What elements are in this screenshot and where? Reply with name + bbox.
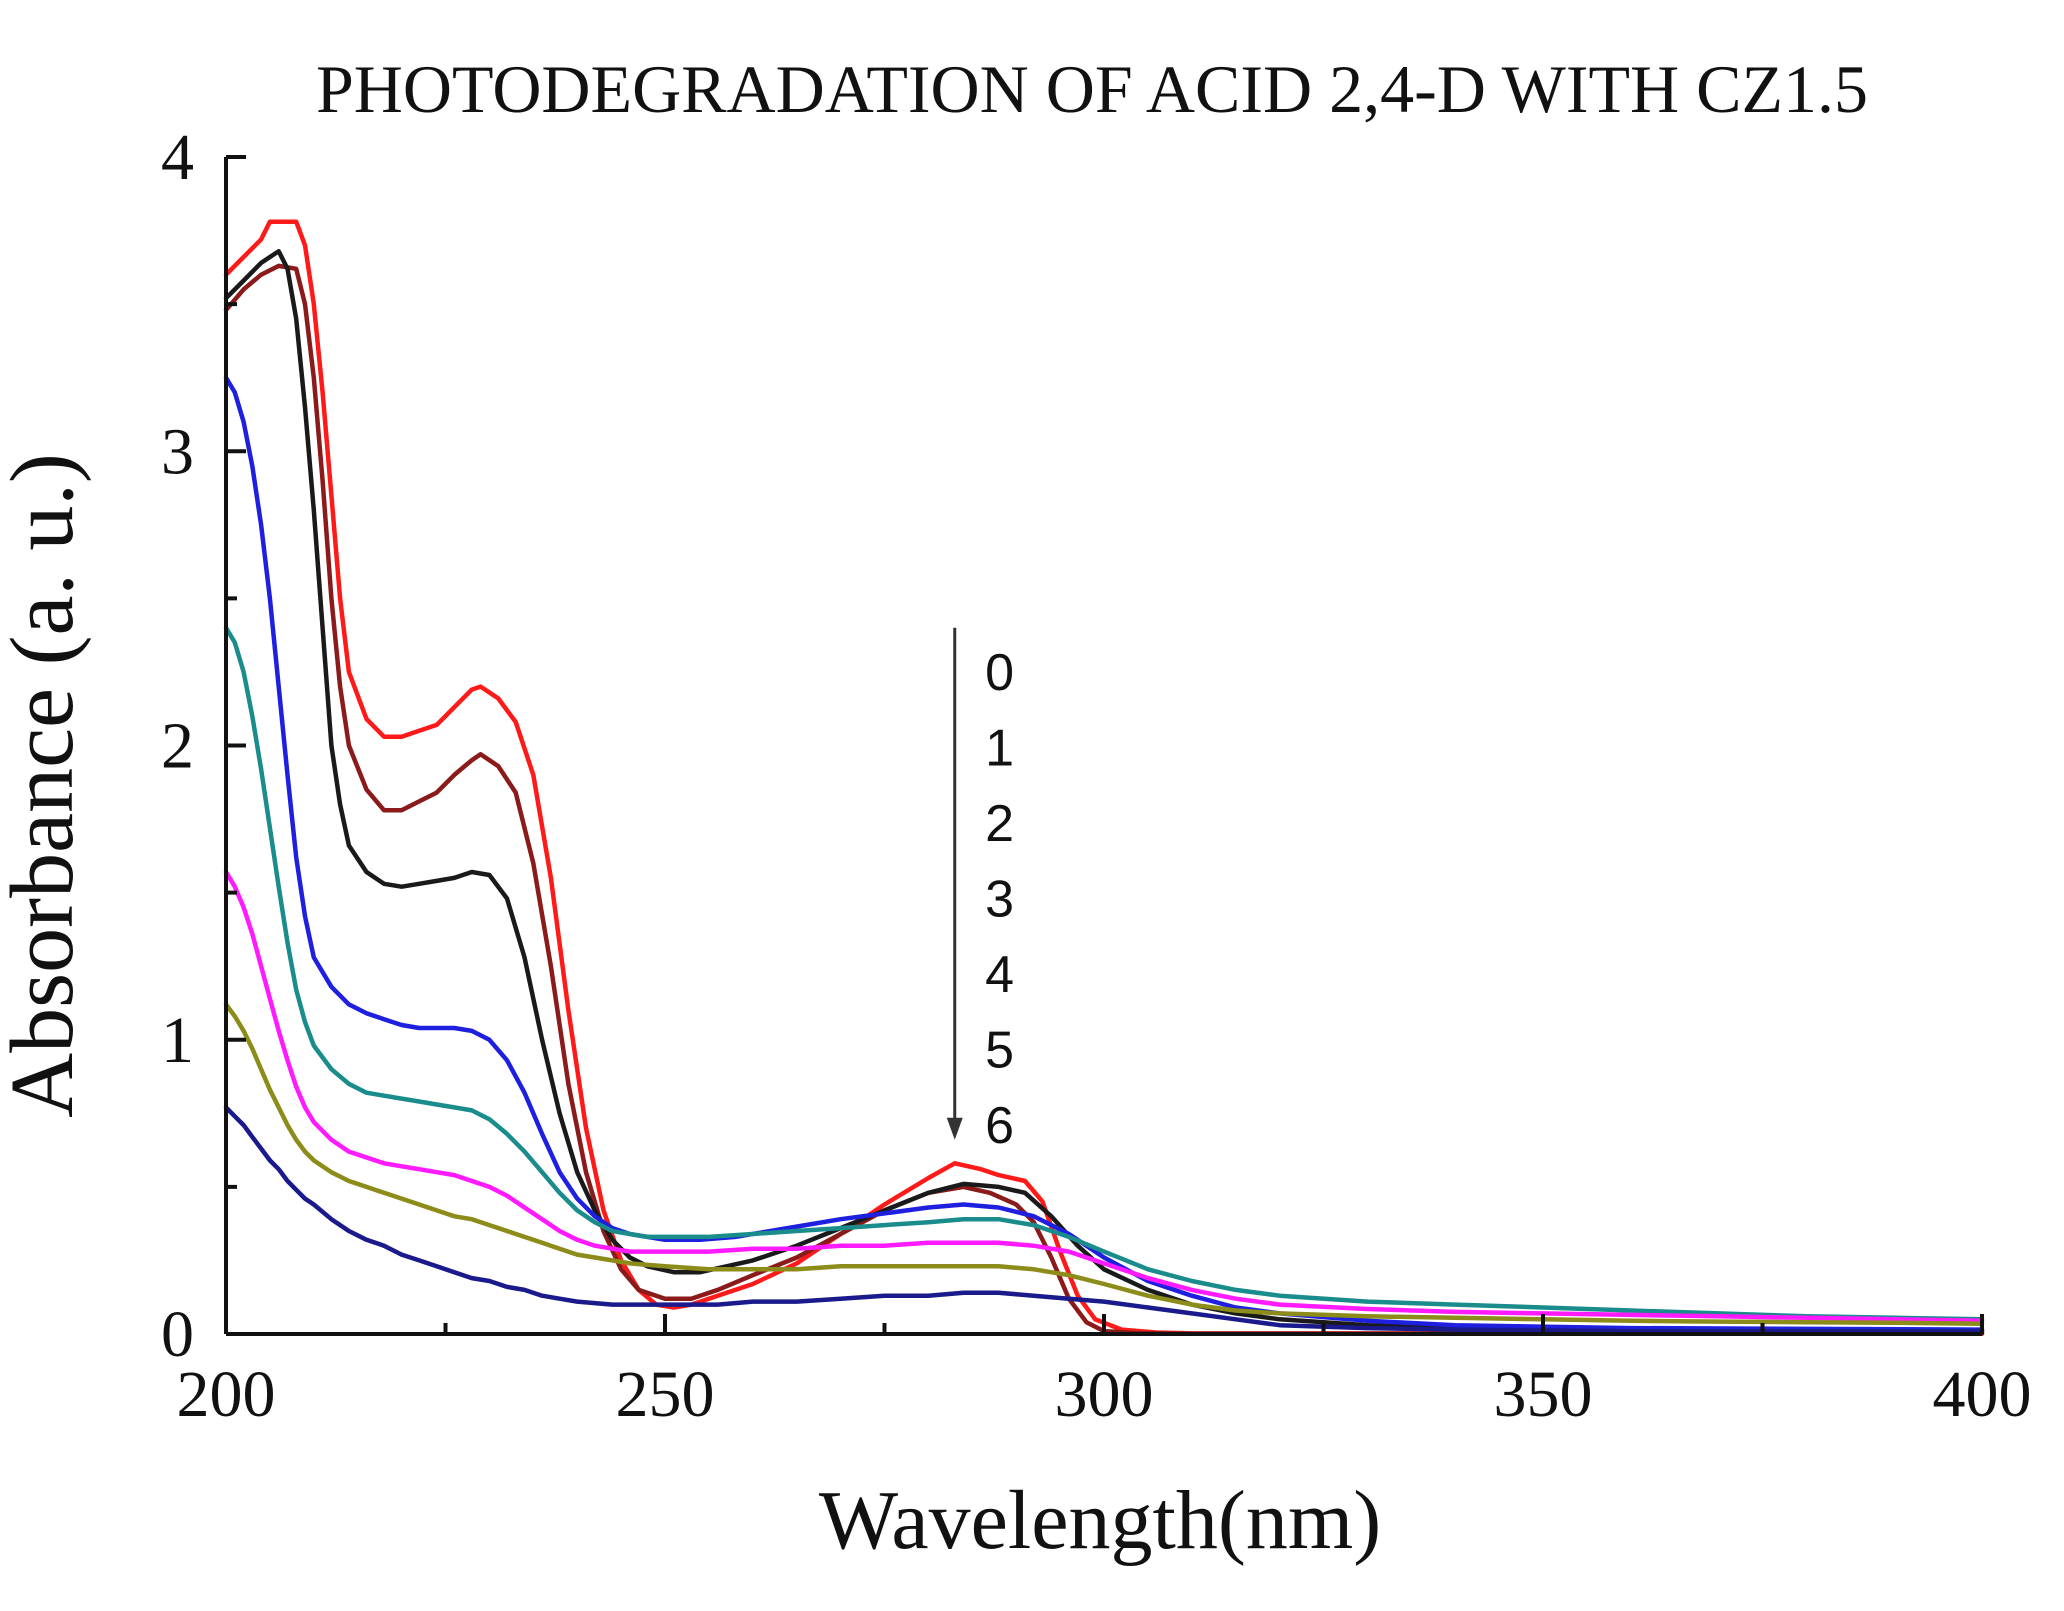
- series-line-4: [223, 625, 1985, 1322]
- annotation-label: 1: [985, 720, 1014, 778]
- chart-title: PHOTODEGRADATION OF ACID 2,4-D WITH CZ1.…: [316, 51, 1868, 127]
- annotation-label: 5: [985, 1022, 1014, 1080]
- axes: [224, 157, 1982, 1336]
- series-line-5: [223, 869, 1985, 1324]
- annotation-label: 6: [985, 1097, 1014, 1155]
- x-tick-label: 400: [1933, 1358, 2032, 1431]
- series-line-7: [223, 1105, 1985, 1334]
- x-tick-label: 350: [1494, 1358, 1593, 1431]
- series-line-1: [223, 263, 1985, 1336]
- y-axis-label: Absorbance (a. u.): [0, 453, 92, 1118]
- x-axis-label: Wavelength(nm): [819, 1474, 1381, 1567]
- series-group: [223, 219, 1985, 1336]
- series-line-0: [223, 219, 1985, 1336]
- y-tick-label: 1: [161, 1004, 194, 1077]
- series-line-3: [223, 375, 1985, 1332]
- annotation-label: 3: [985, 871, 1014, 929]
- time-annotation: 0 1 2 3 4 5 6: [946, 627, 1014, 1155]
- series-line-6: [223, 1002, 1985, 1326]
- y-tick-label: 0: [161, 1298, 194, 1371]
- series-line-2: [223, 248, 1985, 1334]
- annotation-label: 2: [985, 795, 1014, 853]
- y-tick-label: 3: [161, 415, 194, 488]
- x-tick-label: 300: [1055, 1358, 1154, 1431]
- x-tick-label: 250: [616, 1358, 715, 1431]
- x-tick-label: 200: [177, 1358, 276, 1431]
- y-tick-label: 4: [161, 121, 194, 194]
- arrow-head-icon: [946, 1117, 963, 1140]
- y-tick-label: 2: [161, 710, 194, 783]
- annotation-label: 4: [985, 946, 1014, 1004]
- annotation-label: 0: [985, 644, 1014, 702]
